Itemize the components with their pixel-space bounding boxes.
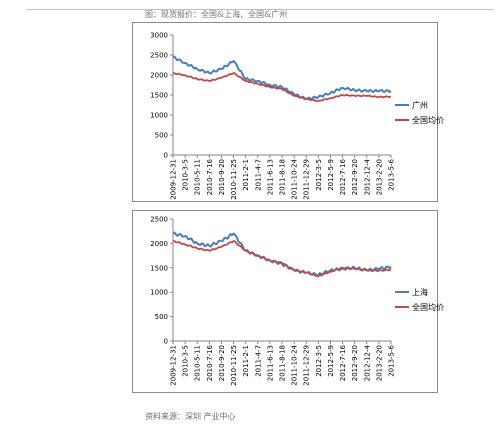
y-tick-label: 0 (164, 338, 168, 346)
x-tick-label: 2013-5-6 (388, 344, 396, 376)
x-tick-label: 2013-2-20 (375, 345, 383, 381)
y-tick-label: 3000 (150, 32, 168, 40)
x-tick-label: 2011-2-1 (242, 345, 250, 377)
x-tick-label: 2011-8-18 (279, 159, 287, 195)
x-tick-label: 2012-5-9 (327, 159, 335, 191)
y-tick-label: 1500 (150, 264, 168, 272)
y-tick-label: 500 (155, 313, 168, 321)
series-line-1 (172, 72, 392, 102)
y-tick-label: 2000 (150, 72, 168, 80)
chart-shanghai: 0 500 1000 1500 2000 2500 2009-12-31 2010-3-5 20… (132, 210, 444, 393)
series-line-0 (172, 55, 392, 100)
x-tick-label: 2012-5-9 (327, 345, 335, 377)
chart-guangzhou: 0 500 1000 1500 2000 2500 3000 2009-12-31 2010-3… (132, 22, 444, 202)
x-tick-label: 2012-3-5 (315, 159, 323, 191)
x-tick-label: 2013-2-20 (375, 159, 383, 195)
x-tick-label: 2012-12-4 (363, 344, 371, 381)
x-tick-label: 2011-6-13 (266, 345, 274, 381)
figure-caption: 图：现货报价：全国&上海、全国&广州 (145, 10, 288, 19)
x-tick-label: 2012-9-20 (351, 345, 359, 381)
chart-guangzhou-svg: 0 500 1000 1500 2000 2500 3000 2009-12-31 2010-3… (150, 32, 444, 200)
x-tick-label: 2009-12-31 (170, 159, 178, 200)
x-tick-label: 2010-7-16 (206, 344, 214, 381)
series-line-1 (172, 240, 392, 277)
x-tick-label: 2010-3-5 (182, 159, 190, 191)
x-tick-label: 2011-4-7 (254, 345, 262, 377)
x-tick-label: 2010-5-11 (194, 159, 202, 195)
y-tick-label: 1000 (150, 289, 168, 297)
x-tick-label: 2010-9-20 (218, 345, 226, 381)
x-tick-label: 2011-4-7 (254, 159, 262, 191)
x-tick-label: 2010-9-20 (218, 159, 226, 195)
x-tick-label: 2012-12-4 (363, 158, 371, 195)
x-tick-label: 2011-2-1 (242, 159, 250, 191)
x-tick-label: 2011-12-29 (303, 159, 311, 200)
x-tick-label: 2010-11-25 (230, 345, 238, 386)
y-tick-label: 2500 (150, 52, 168, 60)
x-tick-label: 2010-5-11 (194, 345, 202, 381)
top-rule (26, 9, 494, 10)
y-tick-label: 1500 (150, 92, 168, 100)
x-tick-label: 2011-6-13 (266, 159, 274, 195)
y-tick-label: 1000 (150, 112, 168, 120)
x-tick-label: 2012-7-16 (339, 344, 347, 381)
legend-label: 全国均价 (412, 115, 444, 125)
chart-shanghai-svg: 0 500 1000 1500 2000 2500 2009-12-31 2010-3-5 20… (150, 216, 444, 386)
x-tick-label: 2012-7-16 (339, 158, 347, 195)
x-tick-label: 2011-12-29 (303, 345, 311, 386)
x-tick-label: 2009-12-31 (170, 345, 178, 386)
y-tick-label: 2000 (150, 240, 168, 248)
y-tick-label: 2500 (150, 216, 168, 224)
x-tick-label: 2013-5-6 (388, 158, 396, 190)
y-tick-label: 0 (164, 152, 168, 160)
y-tick-label: 500 (155, 132, 168, 140)
legend-label: 广州 (412, 100, 428, 110)
x-tick-label: 2011-10-24 (291, 344, 299, 385)
x-tick-label: 2011-8-18 (279, 345, 287, 381)
x-tick-label: 2010-11-25 (230, 159, 238, 200)
x-tick-label: 2010-3-5 (182, 345, 190, 377)
x-tick-label: 2012-9-20 (351, 159, 359, 195)
x-tick-label: 2012-3-5 (315, 345, 323, 377)
x-tick-label: 2010-7-16 (206, 158, 214, 195)
source-note: 资料来源：深圳 产业中心 (145, 412, 236, 421)
legend-label: 全国均价 (412, 302, 444, 312)
x-tick-label: 2011-10-24 (291, 158, 299, 199)
legend-label: 上海 (412, 287, 428, 297)
